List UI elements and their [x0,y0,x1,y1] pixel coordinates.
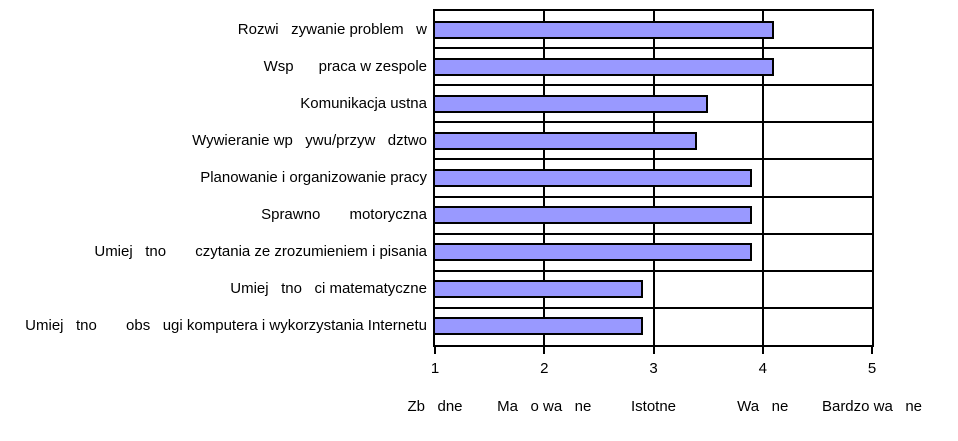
category-label: Wywieranie wp ywu/przyw dztwo [192,131,427,149]
x-axis-tick-word: Ma o wa ne [497,398,592,415]
category-gridline [435,306,872,309]
bar [435,243,752,262]
bar [435,280,643,299]
category-label: Komunikacja ustna [300,94,427,112]
category-gridline [435,269,872,272]
bar [435,317,643,336]
x-axis-tick-word: Bardzo wa ne [821,398,923,415]
category-label: Wsp praca w zespole [263,57,427,75]
category-gridline [435,158,872,161]
category-label: Umiej tno obs ugi komputera i wykorzysta… [25,317,427,335]
category-gridline [435,47,872,50]
bar [435,169,752,187]
category-label: Umiej tno czytania ze zrozumieniem i pis… [94,243,427,261]
x-axis-tick-number: 5 [867,360,877,377]
category-label: Planowanie i organizowanie pracy [200,169,427,186]
x-axis-tick-number: 4 [758,360,767,377]
x-axis-tick [434,345,436,354]
x-axis-tick [871,345,873,354]
x-axis-tick [761,345,764,354]
category-axis-labels: Rozwi zywanie problem w Wsp praca w zespo… [0,9,427,347]
x-axis-tick-number: 3 [649,360,658,377]
category-gridline [435,121,872,124]
x-axis-tick [543,345,546,354]
x-axis-tick-number: 2 [540,360,549,377]
x-axis-tick-word: Istotne [630,398,677,415]
bar [435,20,774,39]
value-gridline [761,11,764,345]
category-gridline [435,232,872,235]
category-label: Umiej tno ci matematyczne [230,280,427,298]
x-axis-tick-word: Wa ne [737,398,789,415]
bar [435,131,698,150]
x-axis-tick [652,345,655,354]
category-label: Rozwi zywanie problem w [237,20,427,38]
x-axis-tick-word: Zb dne [407,398,463,415]
x-axis-tick-number: 1 [430,360,440,377]
bar [435,206,752,225]
bar [435,57,774,76]
category-gridline [435,195,872,198]
plot-area [433,9,874,347]
category-label: Sprawno motoryczna [261,206,427,224]
bar [435,94,709,113]
category-gridline [435,84,872,87]
